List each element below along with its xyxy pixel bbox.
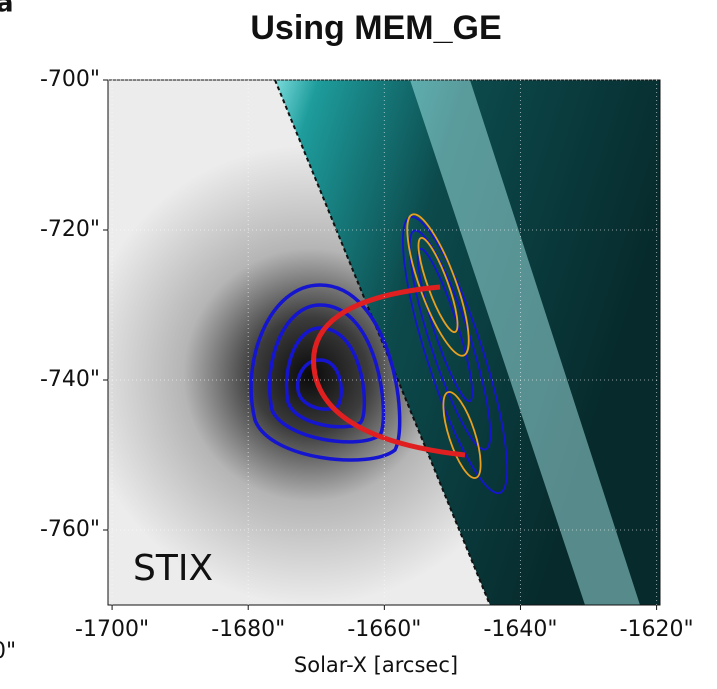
x-tick-label: -1640" — [483, 617, 557, 642]
cropped-label: 0" — [0, 639, 16, 664]
y-tick-label: -740" — [40, 367, 100, 392]
y-tick-label: -700" — [40, 67, 100, 92]
x-axis-label: Solar-X [arcsec] — [294, 653, 458, 677]
x-tick-label: -1680" — [211, 617, 285, 642]
x-tick-label: -1660" — [347, 617, 421, 642]
chart: Using MEM_GE Solar-X [arcsec] STIX a 0" … — [0, 0, 717, 685]
y-tick-label: -720" — [40, 217, 100, 242]
y-tick-label: -760" — [40, 517, 100, 542]
x-tick-label: -1620" — [620, 617, 694, 642]
x-tick-label: -1700" — [75, 617, 149, 642]
panel-label: a — [0, 0, 14, 19]
annotation: STIX — [133, 548, 213, 589]
chart-title: Using MEM_GE — [250, 9, 501, 47]
